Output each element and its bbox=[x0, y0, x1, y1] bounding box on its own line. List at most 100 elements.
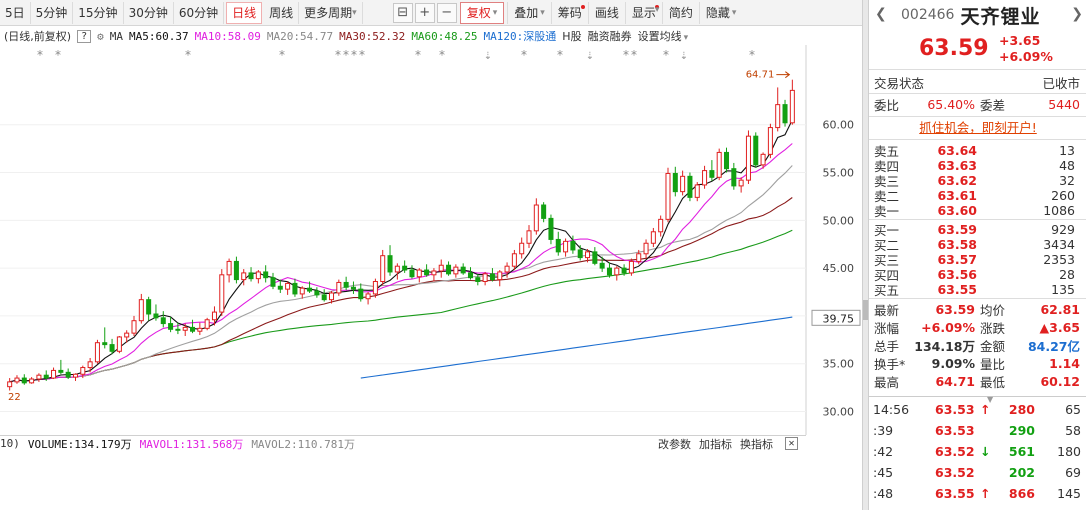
candle-body bbox=[438, 264, 444, 272]
stat-value: 64.71 bbox=[935, 374, 975, 389]
stat-value: 134.18万 bbox=[914, 339, 975, 354]
tick-price: 63.53 bbox=[935, 402, 975, 417]
collapse-arrow-icon[interactable]: ▼ bbox=[987, 395, 994, 404]
weibi-row: 委比 65.40% 委差 5440 bbox=[869, 95, 1086, 114]
bid-label: 买二 bbox=[874, 238, 900, 253]
candle-body bbox=[270, 277, 276, 287]
ma60-value: MA60:48.25 bbox=[411, 29, 478, 43]
candle-body bbox=[372, 281, 378, 295]
next-stock-icon[interactable]: ❯ bbox=[1071, 6, 1083, 22]
stat-label: 量比 bbox=[980, 357, 1006, 372]
close-indicator-icon[interactable]: ✕ bbox=[785, 437, 798, 450]
bid-label: 买五 bbox=[874, 283, 900, 298]
candle-body bbox=[358, 288, 364, 300]
chip-distribution-button[interactable]: 筹码 bbox=[550, 1, 588, 24]
period-5min[interactable]: 5分钟 bbox=[31, 1, 74, 24]
period-more-dropdown[interactable]: 更多周期 bbox=[299, 1, 363, 24]
add-indicator-button[interactable]: 加指标 bbox=[699, 437, 732, 451]
period-30min[interactable]: 30分钟 bbox=[124, 1, 174, 24]
candle-body bbox=[138, 299, 144, 322]
candle-body bbox=[175, 328, 181, 331]
layout-icon[interactable]: ⊟ bbox=[392, 2, 413, 23]
settings-gear-icon[interactable]: ⚙ bbox=[97, 29, 104, 43]
tick-time: 14:56 bbox=[873, 402, 910, 417]
kline-chart[interactable]: 60.0055.0050.0045.0040.0035.0030.0039.75… bbox=[0, 45, 862, 435]
stat-label: 金额 bbox=[980, 339, 1006, 354]
bid-volume: 135 bbox=[1051, 282, 1075, 297]
ask-price: 63.63 bbox=[937, 158, 977, 173]
period-15min[interactable]: 15分钟 bbox=[73, 1, 124, 24]
candle-body bbox=[541, 204, 547, 219]
stock-code: 002466 bbox=[901, 7, 955, 23]
candle-body bbox=[599, 262, 605, 269]
adjust-price-dropdown[interactable]: 复权 bbox=[459, 1, 505, 24]
bid-label: 买一 bbox=[874, 223, 900, 238]
overlay-dropdown[interactable]: 叠加 bbox=[507, 1, 551, 24]
panel-splitter[interactable] bbox=[862, 0, 868, 510]
candle-body bbox=[233, 260, 239, 281]
period-weekly[interactable]: 周线 bbox=[264, 1, 300, 24]
price-tick-label: 45.00 bbox=[823, 262, 855, 275]
zoom-in-icon[interactable]: + bbox=[414, 2, 435, 23]
ma10-value: MA10:58.09 bbox=[194, 29, 261, 43]
candle-body bbox=[387, 255, 393, 273]
period-daily[interactable]: 日线 bbox=[226, 1, 263, 24]
candle-body bbox=[94, 342, 100, 363]
change-pct: +6.09% bbox=[999, 49, 1053, 64]
stat-value: 63.59 bbox=[935, 302, 975, 317]
candle-body bbox=[424, 269, 430, 276]
ask-volume: 48 bbox=[1059, 158, 1075, 173]
bid-price: 63.59 bbox=[937, 222, 977, 237]
h-share-link[interactable]: H股 bbox=[562, 30, 582, 43]
stats-row: 涨幅 +6.09% 涨跌 ▲3.65 bbox=[869, 318, 1086, 337]
candle-body bbox=[658, 218, 664, 233]
candle-body bbox=[102, 342, 108, 346]
current-price-label: 39.75 bbox=[823, 312, 855, 325]
candle-body bbox=[168, 323, 174, 330]
event-star-icon: * bbox=[623, 48, 629, 62]
bid-label: 买四 bbox=[874, 268, 900, 283]
ask-price: 63.60 bbox=[937, 203, 977, 218]
candle-body bbox=[628, 260, 634, 274]
prev-stock-icon[interactable]: ❮ bbox=[875, 6, 887, 22]
candle-body bbox=[606, 267, 612, 276]
simple-mode-button[interactable]: 简约 bbox=[661, 1, 699, 24]
candle-body bbox=[416, 269, 422, 278]
candle-body bbox=[680, 175, 686, 193]
candle-body bbox=[511, 253, 517, 267]
splitter-grip-icon[interactable] bbox=[863, 300, 868, 320]
stat-label: 涨幅 bbox=[874, 321, 900, 336]
tick-row: :39 63.53 290 58 bbox=[869, 421, 1086, 440]
stat-label: 最新 bbox=[874, 303, 900, 318]
tick-count: 69 bbox=[1065, 465, 1081, 480]
hide-dropdown[interactable]: 隐藏 bbox=[698, 1, 743, 24]
edit-params-button[interactable]: 改参数 bbox=[658, 437, 691, 451]
candle-body bbox=[760, 153, 766, 166]
tick-count: 65 bbox=[1065, 402, 1081, 417]
candle-body bbox=[299, 287, 305, 295]
candle-body bbox=[497, 271, 503, 281]
candle-body bbox=[723, 151, 730, 170]
margin-trading-link[interactable]: 融资融券 bbox=[587, 30, 632, 43]
display-dropdown[interactable]: 显示 bbox=[624, 1, 662, 24]
candle-body bbox=[775, 104, 781, 129]
set-ma-dropdown[interactable]: 设置均线 bbox=[638, 28, 689, 44]
candle-body bbox=[190, 326, 196, 332]
help-icon[interactable]: ? bbox=[77, 29, 92, 43]
period-5day[interactable]: 5日 bbox=[0, 1, 31, 24]
stat-label: 涨跌 bbox=[980, 321, 1006, 336]
draw-line-button[interactable]: 画线 bbox=[587, 1, 625, 24]
candle-body bbox=[621, 267, 627, 274]
switch-indicator-button[interactable]: 换指标 bbox=[740, 437, 773, 451]
quote-header: ❮ 002466 天齐锂业 ❯ bbox=[869, 0, 1086, 30]
ask-row: 卖二 63.61 260 bbox=[869, 186, 1086, 205]
event-star-icon: * bbox=[663, 48, 669, 62]
candle-body bbox=[51, 369, 57, 379]
tick-price: 63.52 bbox=[935, 465, 975, 480]
candle-body bbox=[263, 271, 269, 279]
zoom-out-icon[interactable]: − bbox=[436, 2, 457, 23]
divider bbox=[869, 116, 1086, 117]
period-60min[interactable]: 60分钟 bbox=[174, 1, 225, 24]
open-account-link[interactable]: 抓住机会，即刻开户! bbox=[919, 120, 1037, 135]
tick-volume: 866 bbox=[1008, 486, 1035, 501]
